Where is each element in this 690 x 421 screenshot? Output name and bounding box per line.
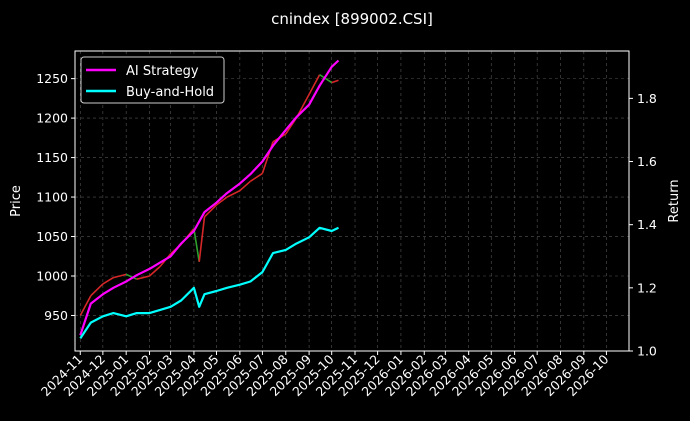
price-segment xyxy=(102,276,114,285)
y-tick-label: 1200 xyxy=(36,111,68,126)
price-segment xyxy=(148,265,161,277)
price-segment xyxy=(216,196,228,206)
price-segment xyxy=(226,189,241,198)
y2-tick-label: 1.8 xyxy=(637,91,657,106)
price-segment xyxy=(90,283,104,297)
y-tick-label: 1100 xyxy=(36,190,68,205)
y2-tick-label: 1.2 xyxy=(637,280,657,295)
price-segment xyxy=(193,228,200,262)
y-tick-label: 950 xyxy=(44,308,68,323)
price-segment xyxy=(79,295,92,316)
y-axis-left: 950 1000 1050 1100 1150 1200 1250 xyxy=(36,71,75,323)
y2-tick-label: 1.0 xyxy=(637,344,657,359)
legend-label-ai-strategy: AI Strategy xyxy=(126,64,199,79)
legend-box xyxy=(80,56,225,104)
price-segment xyxy=(113,273,127,279)
y-tick-label: 1050 xyxy=(36,229,68,244)
price-segment xyxy=(239,180,251,192)
legend: AI Strategy Buy-and-Hold xyxy=(80,56,225,104)
price-segment xyxy=(198,216,206,262)
price-segment xyxy=(308,74,321,95)
return-lines xyxy=(79,59,340,340)
y-tick-label: 1150 xyxy=(36,150,68,165)
y-tick-label: 1250 xyxy=(36,71,68,86)
price-segment xyxy=(331,79,339,84)
chart-title: cnindex [899002.CSI] xyxy=(271,10,433,28)
plot-frame xyxy=(74,50,630,352)
legend-label-buy-and-hold: Buy-and-Hold xyxy=(126,85,214,100)
price-series xyxy=(79,74,339,316)
price-segment xyxy=(319,74,333,84)
x-axis: 2024-112024-122025-012025-022025-032025-… xyxy=(38,351,612,399)
series-line-ai-strategy xyxy=(79,59,340,336)
y-axis-label: Price xyxy=(9,185,24,217)
y-tick-label: 1000 xyxy=(36,269,68,284)
series-line-buy-and-hold xyxy=(79,226,339,340)
y2-tick-label: 1.6 xyxy=(637,154,657,169)
y2-axis-label: Return xyxy=(667,179,682,222)
y-axis-right: 1.0 1.2 1.4 1.6 1.8 xyxy=(629,91,657,359)
price-segment xyxy=(203,204,218,218)
price-segment xyxy=(125,273,138,280)
y2-tick-label: 1.4 xyxy=(637,217,657,232)
price-segment xyxy=(249,172,263,182)
price-segment xyxy=(136,275,150,280)
